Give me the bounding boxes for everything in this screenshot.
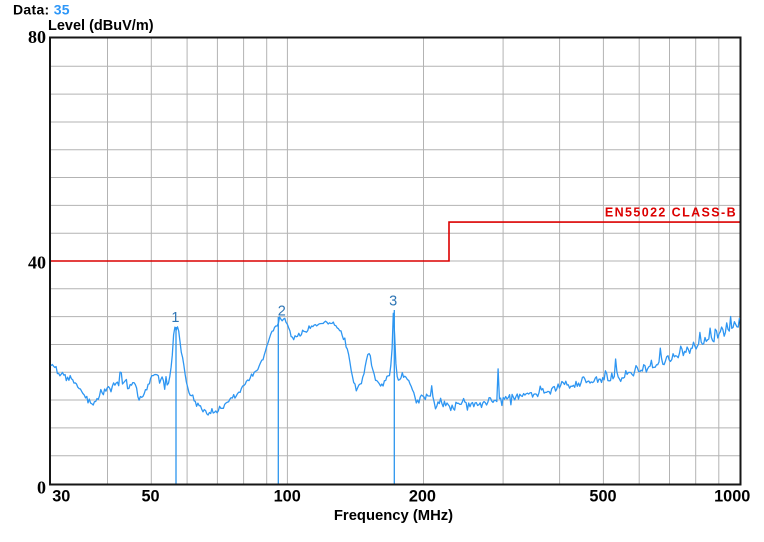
- svg-text:0: 0: [37, 477, 46, 497]
- svg-text:Frequency (MHz): Frequency (MHz): [334, 508, 453, 524]
- svg-text:50: 50: [141, 488, 159, 506]
- svg-text:EN55022 CLASS-B: EN55022 CLASS-B: [605, 206, 737, 220]
- svg-text:80: 80: [28, 27, 46, 47]
- svg-text:500: 500: [589, 488, 616, 506]
- svg-text:40: 40: [28, 252, 46, 272]
- svg-text:30: 30: [52, 488, 70, 506]
- svg-text:100: 100: [274, 488, 301, 506]
- svg-text:Data: 35: Data: 35: [13, 2, 70, 18]
- svg-text:2: 2: [278, 303, 286, 319]
- svg-text:3: 3: [389, 294, 397, 310]
- svg-text:1: 1: [171, 310, 179, 326]
- svg-text:1000: 1000: [714, 488, 750, 506]
- svg-text:Level (dBuV/m): Level (dBuV/m): [48, 18, 154, 34]
- svg-text:200: 200: [409, 488, 436, 506]
